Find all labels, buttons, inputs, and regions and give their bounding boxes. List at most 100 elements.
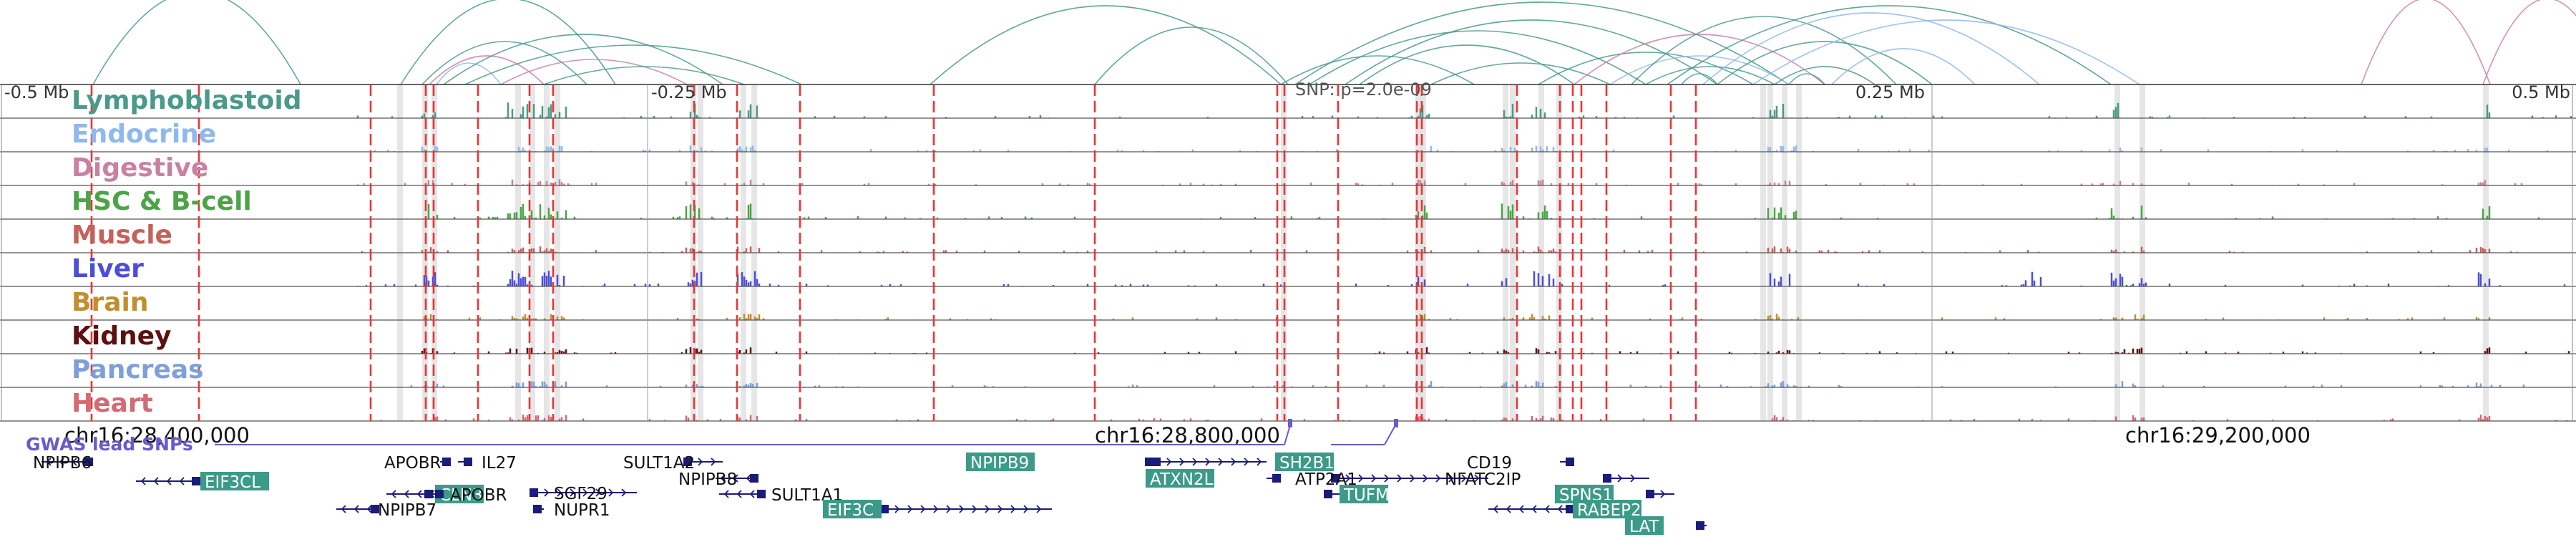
gene-exon (371, 505, 379, 513)
scale-label: 0.5 Mb (2512, 82, 2570, 102)
strand-arrow (1617, 474, 1623, 483)
gwas-lead-snp-link (1284, 425, 1396, 445)
interaction-arc (443, 34, 723, 85)
strand-arrow (894, 505, 900, 513)
gene-exon (530, 488, 538, 497)
strand-arrow (933, 505, 939, 513)
strand-arrow (711, 458, 716, 466)
scale-label: 0.25 Mb (1855, 82, 1925, 102)
gene-exon (1331, 474, 1340, 483)
gene-exon (1272, 474, 1281, 483)
strand-arrow (582, 488, 588, 497)
track-label: Lymphoblastoid (72, 86, 302, 115)
interaction-arc (1309, 30, 1646, 85)
strand-arrow (1231, 458, 1236, 466)
interaction-arc (1345, 19, 1718, 85)
gene-label: CD19 (1467, 454, 1512, 473)
strand-arrow (595, 488, 601, 497)
strand-arrow (140, 477, 146, 485)
gene-exon (1145, 458, 1153, 466)
strand-arrow (621, 488, 627, 497)
interaction-arc (1294, 1, 1790, 85)
gene-exon (1566, 505, 1574, 513)
gene-label: EIF3CL (205, 473, 260, 492)
variant-markers (90, 84, 1697, 421)
gene-label: ATXN2L (1150, 470, 1214, 489)
snp-pvalue-label: SNP: p=2.0e-09 (1295, 79, 1432, 100)
strand-arrow (1423, 474, 1428, 483)
strand-arrow (1036, 505, 1042, 513)
interaction-arc (1430, 62, 1611, 85)
interaction-arc (1094, 26, 1289, 85)
gene-label: NPIPB7 (378, 501, 436, 520)
track-label: Endocrine (72, 120, 216, 149)
gene-0: NPIPB6 (33, 454, 93, 473)
gene-label: NPIPB8 (678, 470, 737, 489)
gwas-lead-snp (1394, 419, 1398, 427)
gene-7: SGF29 (530, 485, 637, 503)
gene-8: NUPR1 (533, 501, 610, 520)
strand-arrow (1218, 458, 1224, 466)
gene-label: IL27 (482, 454, 517, 473)
interaction-arc (400, 0, 616, 85)
gene-label-highlight (966, 453, 1035, 471)
gene-label: CLN3 (439, 486, 483, 505)
gene-14: SH2B1 (1152, 453, 1335, 473)
strand-arrow (391, 490, 396, 498)
signal-track-0 (356, 102, 2572, 118)
strand-arrow (985, 505, 990, 513)
strand-arrow (1384, 474, 1390, 483)
strand-arrow (1544, 505, 1550, 513)
gene-17: TUFM (1324, 485, 1390, 505)
strand-arrow (72, 458, 77, 466)
track-labels: Lymphoblastoid Endocrine Digestive HSC & B-… (72, 86, 302, 418)
strand-arrow (1410, 474, 1415, 483)
gene-19: NFATC2IP (1445, 470, 1649, 489)
strand-arrow (1257, 458, 1262, 466)
interaction-arc (421, 41, 587, 85)
interaction-arc (1538, 52, 1754, 85)
signal-track-7 (421, 347, 2570, 354)
gene-exon (880, 505, 889, 513)
gene-15: ATXN2L (1146, 469, 1281, 489)
strand-arrow (46, 458, 52, 466)
strand-arrow (1179, 458, 1185, 466)
signal-track-4 (361, 246, 2519, 253)
gene-6: NPIPB7 (336, 501, 436, 520)
interaction-arc (464, 44, 802, 85)
strand-arrow (1244, 458, 1249, 466)
strand-arrow (366, 505, 372, 513)
gene-label: SULT1A2 (623, 454, 695, 473)
strand-arrow (749, 490, 755, 498)
strand-arrow (1493, 505, 1498, 513)
gene-9: SULT1A2 (623, 454, 723, 473)
gene-16: ATP2A1 (1295, 470, 1488, 489)
strand-arrow (416, 490, 422, 498)
interaction-arc (1702, 12, 2040, 85)
gene-label: LAT (1629, 518, 1659, 536)
interaction-arc (429, 55, 545, 85)
gene-exon (1603, 474, 1611, 483)
gene-exon (1696, 521, 1704, 530)
gene-10: NPIPB8 (678, 470, 758, 489)
interaction-arc (1788, 73, 1825, 85)
track-label: Heart (72, 389, 153, 418)
strand-arrow (1660, 490, 1666, 498)
strand-arrow (920, 505, 926, 513)
scale-label: -0.5 Mb (4, 82, 69, 102)
gene-label-highlight (1146, 469, 1214, 488)
coordinate-label: chr16:28,800,000 (1095, 423, 1280, 448)
gene-exon (750, 474, 758, 483)
strand-arrow (1397, 474, 1402, 483)
track-label: Brain (72, 288, 148, 317)
gwas-lead-snp (1288, 419, 1292, 427)
gene-3: IL27 (458, 454, 517, 473)
interaction-arc (1752, 19, 2140, 85)
signal-track-6 (423, 314, 2491, 320)
strand-arrow (1518, 505, 1524, 513)
interaction-arc (543, 66, 745, 85)
interaction-arc (436, 62, 502, 85)
gene-exon (435, 490, 444, 498)
strand-arrow (1166, 458, 1172, 466)
gene-5: APOBR (386, 486, 507, 505)
